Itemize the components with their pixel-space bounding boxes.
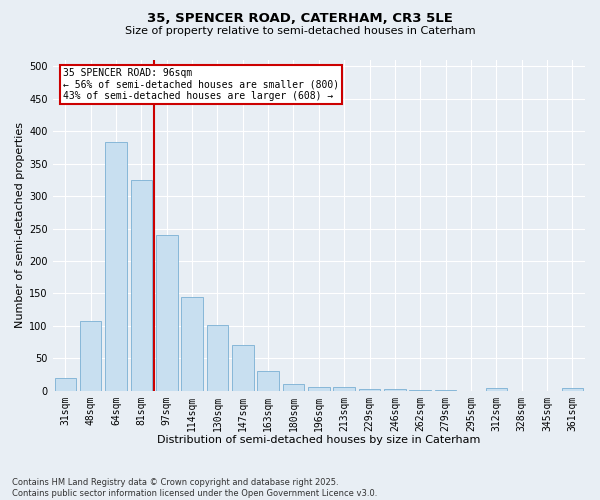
Text: Contains HM Land Registry data © Crown copyright and database right 2025.
Contai: Contains HM Land Registry data © Crown c…	[12, 478, 377, 498]
Bar	[105, 142, 127, 390]
Text: Size of property relative to semi-detached houses in Caterham: Size of property relative to semi-detach…	[125, 26, 475, 36]
Text: 35 SPENCER ROAD: 96sqm
← 56% of semi-detached houses are smaller (800)
43% of se: 35 SPENCER ROAD: 96sqm ← 56% of semi-det…	[63, 68, 340, 102]
Bar	[206, 324, 228, 390]
Bar	[156, 235, 178, 390]
Bar	[232, 346, 254, 391]
Bar	[257, 372, 279, 390]
Bar	[334, 387, 355, 390]
X-axis label: Distribution of semi-detached houses by size in Caterham: Distribution of semi-detached houses by …	[157, 435, 481, 445]
Bar	[181, 298, 203, 390]
Bar	[562, 388, 583, 390]
Bar	[308, 387, 329, 390]
Bar	[283, 384, 304, 390]
Text: 35, SPENCER ROAD, CATERHAM, CR3 5LE: 35, SPENCER ROAD, CATERHAM, CR3 5LE	[147, 12, 453, 26]
Y-axis label: Number of semi-detached properties: Number of semi-detached properties	[15, 122, 25, 328]
Bar	[131, 180, 152, 390]
Bar	[485, 388, 507, 390]
Bar	[55, 378, 76, 390]
Bar	[80, 322, 101, 390]
